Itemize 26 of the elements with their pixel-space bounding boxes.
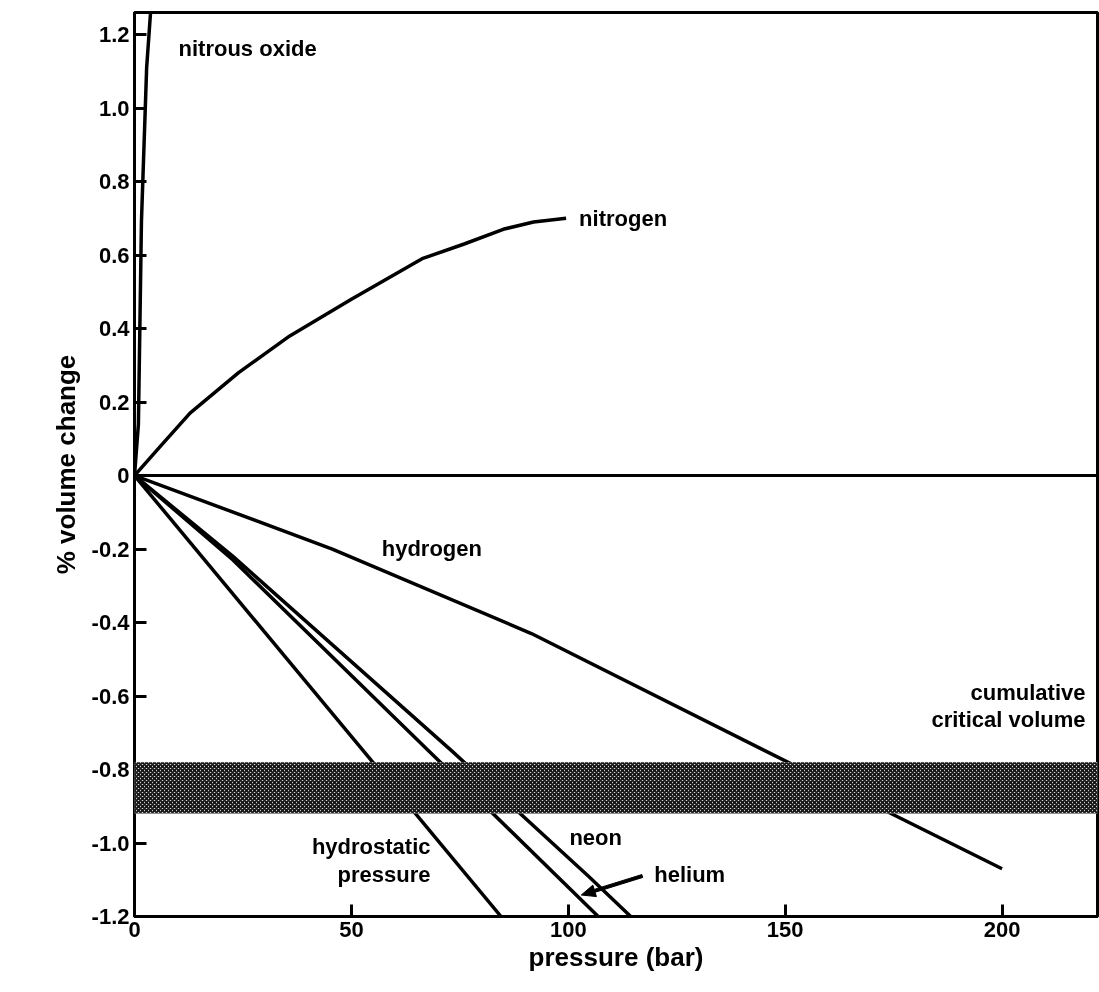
series-label: nitrogen: [579, 205, 668, 231]
y-tick-label: -1.2: [91, 904, 130, 929]
y-tick-label: 0: [117, 463, 130, 489]
legend-label: helium: [654, 861, 726, 887]
y-tick-label: -0.8: [91, 757, 130, 783]
y-tick-label: -0.2: [91, 536, 130, 562]
x-tick-label: 200: [983, 916, 1021, 942]
y-tick-label: 0.8: [98, 169, 130, 195]
x-tick-label: 50: [339, 916, 364, 942]
series-label: nitrous oxide: [178, 36, 317, 61]
series-label: neon: [569, 825, 622, 851]
series-label: hydrogen: [381, 535, 482, 561]
y-tick-label: -0.4: [91, 610, 131, 636]
y-tick-label: 1.2: [98, 22, 130, 48]
y-tick-label: -1.0: [91, 830, 130, 856]
y-tick-label: 0.4: [98, 316, 131, 342]
y-tick-label: 0.2: [98, 389, 130, 415]
y-tick-label: 1.0: [98, 95, 130, 121]
band-label: cumulative critical volume: [931, 679, 1086, 733]
y-tick-label: -0.6: [91, 683, 130, 709]
x-axis-title: pressure (bar): [528, 941, 704, 972]
x-tick-label: 100: [549, 916, 587, 942]
series-label: hydrostatic pressure: [311, 834, 431, 887]
x-tick-label: 150: [766, 916, 804, 942]
y-tick-label: 0.6: [98, 242, 130, 268]
y-axis-title: % volume change: [50, 354, 81, 575]
